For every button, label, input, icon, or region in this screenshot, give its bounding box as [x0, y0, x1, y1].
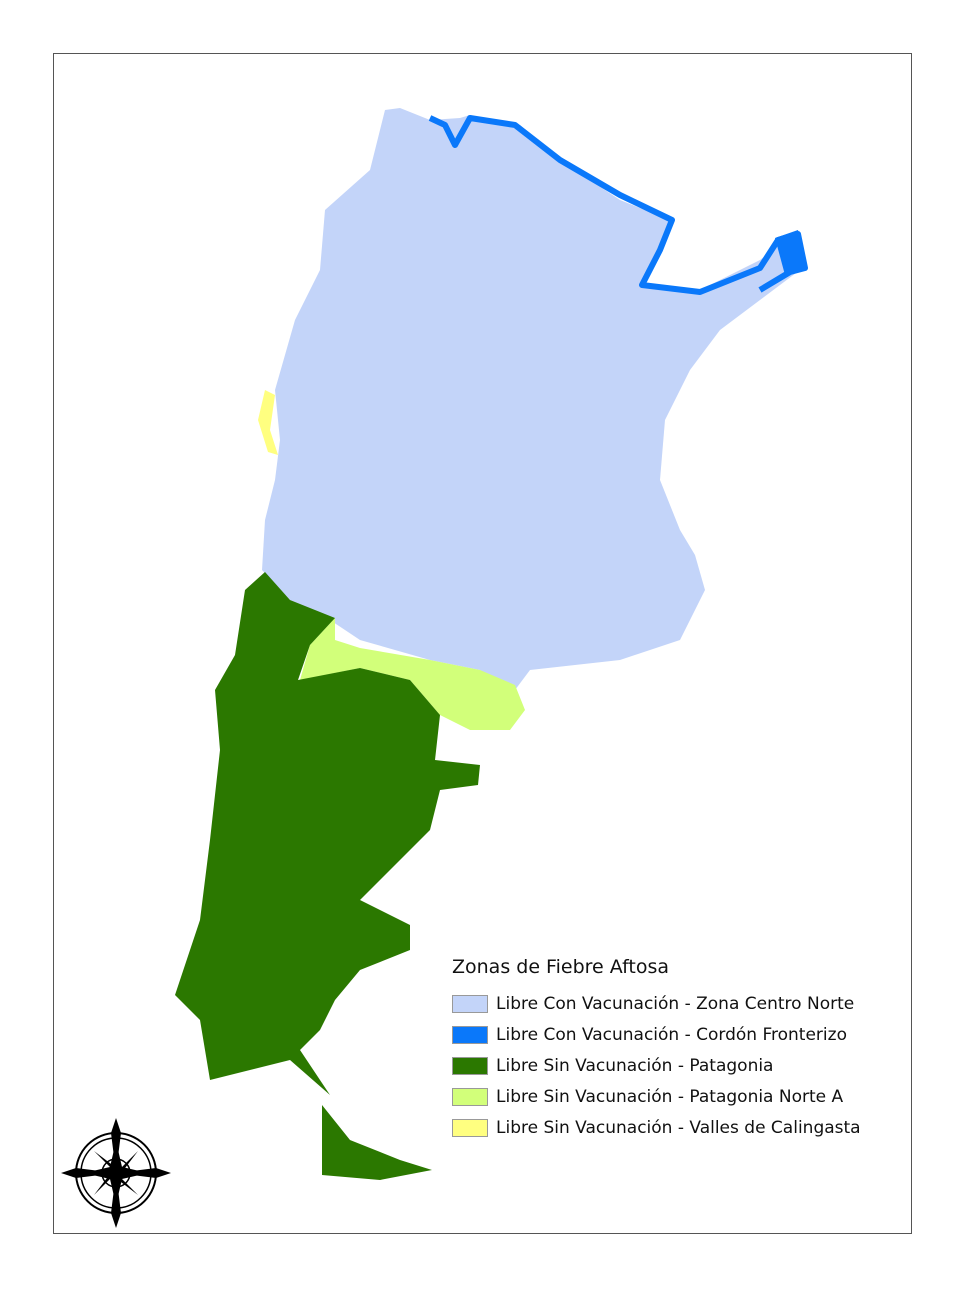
- legend-item-centro-norte: Libre Con Vacunación - Zona Centro Norte: [452, 988, 861, 1019]
- zone-patagonia-norte-a: [300, 618, 525, 730]
- legend: Zonas de Fiebre Aftosa Libre Con Vacunac…: [452, 956, 861, 1143]
- zone-centro-norte: [262, 108, 800, 690]
- compass-rose-icon: [61, 1118, 171, 1228]
- zone-valles-de-calingasta: [258, 390, 278, 455]
- legend-swatch: [452, 1087, 488, 1106]
- legend-label: Libre Sin Vacunación - Valles de Calinga…: [496, 1117, 861, 1138]
- legend-label: Libre Sin Vacunación - Patagonia: [496, 1055, 774, 1076]
- legend-swatch: [452, 1118, 488, 1137]
- legend-item-valles-calingasta: Libre Sin Vacunación - Valles de Calinga…: [452, 1112, 861, 1143]
- map-frame: [53, 53, 912, 1234]
- legend-label: Libre Con Vacunación - Cordón Fronterizo: [496, 1024, 847, 1045]
- legend-item-patagonia: Libre Sin Vacunación - Patagonia: [452, 1050, 861, 1081]
- legend-item-cordon-fronterizo: Libre Con Vacunación - Cordón Fronterizo: [452, 1019, 861, 1050]
- legend-title: Zonas de Fiebre Aftosa: [452, 956, 670, 978]
- zone-cordon-fronterizo-east: [775, 230, 806, 275]
- legend-swatch: [452, 994, 488, 1013]
- legend-label: Libre Sin Vacunación - Patagonia Norte A: [496, 1086, 844, 1107]
- legend-item-patagonia-norte-a: Libre Sin Vacunación - Patagonia Norte A: [452, 1081, 861, 1112]
- zone-patagonia-tierra-del-fuego: [322, 1105, 432, 1180]
- zone-patagonia: [175, 572, 480, 1095]
- legend-swatch: [452, 1025, 488, 1044]
- legend-label: Libre Con Vacunación - Zona Centro Norte: [496, 993, 855, 1014]
- legend-swatch: [452, 1056, 488, 1075]
